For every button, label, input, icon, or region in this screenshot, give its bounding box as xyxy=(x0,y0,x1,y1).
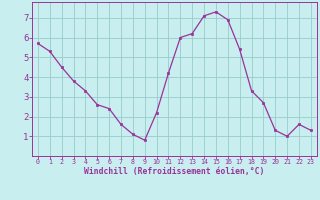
X-axis label: Windchill (Refroidissement éolien,°C): Windchill (Refroidissement éolien,°C) xyxy=(84,167,265,176)
